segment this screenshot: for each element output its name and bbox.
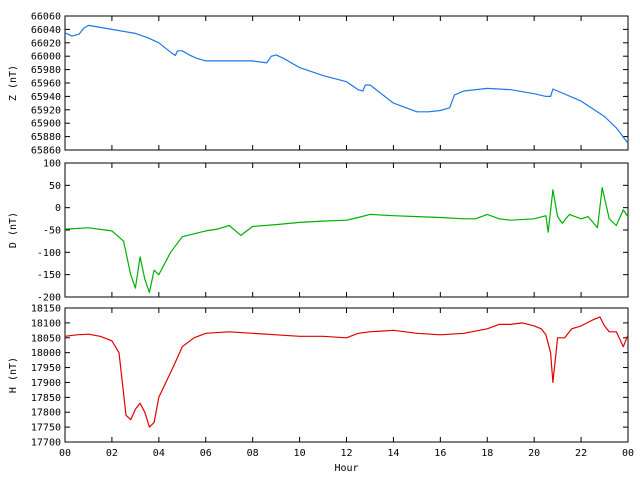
d-ytick-label: 100: [43, 159, 61, 170]
h-ytick-label: 17750: [31, 423, 61, 434]
h-ytick-label: 18100: [31, 318, 61, 329]
h-xtick-label: 02: [106, 448, 118, 459]
d-ytick-label: 50: [49, 181, 61, 192]
h-ytick-label: 18000: [31, 348, 61, 359]
h-ytick-label: 17850: [31, 393, 61, 404]
h-xtick-label: 04: [153, 448, 165, 459]
h-xtick-label: 18: [481, 448, 493, 459]
z-ytick-label: 65880: [31, 132, 61, 143]
h-ytick-label: 17900: [31, 378, 61, 389]
h-panel-frame: [64, 307, 629, 443]
z-ytick-label: 66040: [31, 25, 61, 36]
h-axis-label: H (nT): [8, 357, 19, 393]
h-xtick-label: 00: [59, 448, 71, 459]
z-ytick-label: 66000: [31, 52, 61, 63]
z-ytick-label: 65980: [31, 65, 61, 76]
z-ytick-label: 65960: [31, 79, 61, 90]
h-xtick-label: 08: [247, 448, 259, 459]
h-xtick-label: 16: [434, 448, 446, 459]
z-ytick-label: 66020: [31, 38, 61, 49]
h-xtick-label: 00: [622, 448, 634, 459]
d-ytick-label: -50: [43, 226, 61, 237]
z-ytick-label: 65940: [31, 92, 61, 103]
h-series-line: [64, 316, 629, 428]
d-axis-label: D (nT): [8, 212, 19, 248]
x-axis-label: Hour: [334, 463, 358, 474]
d-ytick-label: -100: [37, 248, 61, 259]
d-ytick-label: -150: [37, 270, 61, 281]
h-xtick-label: 06: [200, 448, 212, 459]
z-axis-label: Z (nT): [8, 65, 19, 101]
h-ytick-label: 18150: [31, 304, 61, 315]
h-ytick-label: 17700: [31, 438, 61, 449]
h-ytick-label: 18050: [31, 333, 61, 344]
z-ytick-label: 65900: [31, 119, 61, 130]
h-xtick-label: 10: [294, 448, 306, 459]
h-xtick-label: 12: [340, 448, 352, 459]
z-ytick-label: 66060: [31, 12, 61, 23]
z-ytick-label: 65920: [31, 105, 61, 116]
d-series-line: [64, 187, 629, 294]
h-ytick-label: 17950: [31, 363, 61, 374]
d-ytick-label: -200: [37, 293, 61, 304]
h-xtick-label: 22: [575, 448, 587, 459]
h-ytick-label: 17800: [31, 408, 61, 419]
z-panel-frame: [64, 15, 629, 151]
h-xtick-label: 20: [528, 448, 540, 459]
z-ytick-label: 65860: [31, 146, 61, 157]
d-panel-frame: [64, 162, 629, 298]
d-ytick-label: 0: [55, 203, 61, 214]
z-series-line: [64, 24, 629, 144]
h-xtick-label: 14: [387, 448, 399, 459]
